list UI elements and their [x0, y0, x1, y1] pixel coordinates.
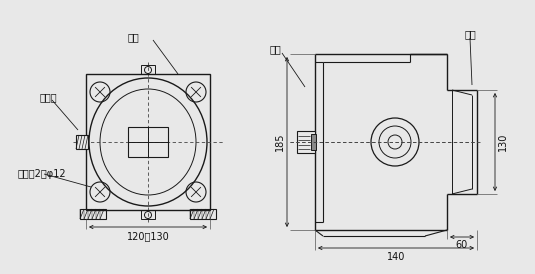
- Bar: [141, 65, 155, 74]
- Text: 壳体: 壳体: [128, 32, 140, 42]
- Text: 130: 130: [498, 133, 508, 151]
- Bar: [86, 74, 210, 210]
- Text: 安装学2－φ12: 安装学2－φ12: [18, 169, 67, 179]
- Text: 出线口: 出线口: [40, 92, 58, 102]
- Bar: [311, 134, 316, 150]
- Text: 185: 185: [275, 133, 285, 151]
- Text: 60: 60: [456, 240, 468, 250]
- Bar: [190, 209, 216, 219]
- Bar: [76, 135, 88, 149]
- Bar: [128, 127, 168, 157]
- Bar: [297, 131, 315, 153]
- Bar: [141, 210, 155, 219]
- Text: 120～130: 120～130: [127, 231, 170, 241]
- Bar: [80, 209, 106, 219]
- Text: 自锁: 自锁: [270, 44, 282, 54]
- Text: 140: 140: [387, 252, 405, 262]
- Text: 摇臂: 摇臂: [464, 29, 476, 39]
